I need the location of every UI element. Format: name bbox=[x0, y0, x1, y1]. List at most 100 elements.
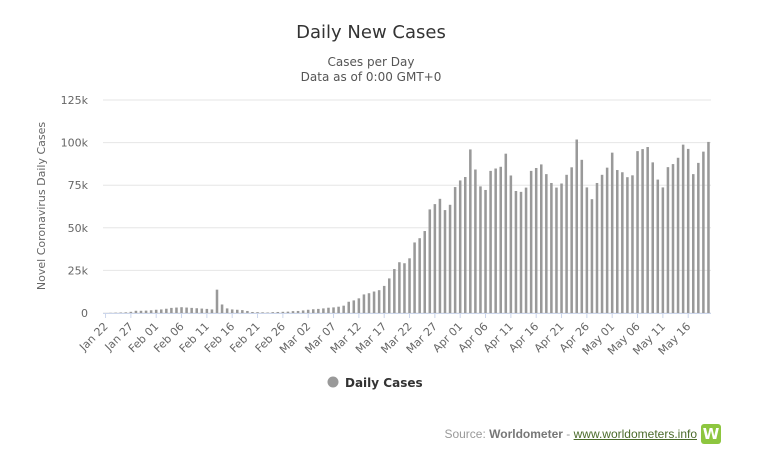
bar[interactable] bbox=[489, 170, 492, 313]
bar[interactable] bbox=[337, 306, 340, 313]
bar[interactable] bbox=[565, 174, 568, 313]
bar[interactable] bbox=[443, 210, 447, 313]
bar[interactable] bbox=[514, 190, 518, 313]
bar[interactable] bbox=[230, 309, 234, 313]
legend[interactable]: Daily Cases bbox=[327, 376, 423, 390]
bar[interactable] bbox=[301, 310, 305, 313]
bar[interactable] bbox=[175, 307, 178, 313]
bar[interactable] bbox=[676, 157, 680, 313]
bar[interactable] bbox=[312, 309, 315, 313]
bar[interactable] bbox=[347, 301, 350, 313]
bar[interactable] bbox=[165, 308, 168, 313]
bar[interactable] bbox=[529, 170, 533, 313]
bar[interactable] bbox=[210, 309, 214, 313]
bar[interactable] bbox=[661, 187, 665, 313]
bar[interactable] bbox=[134, 310, 138, 313]
bar[interactable] bbox=[550, 182, 553, 313]
bar[interactable] bbox=[560, 183, 563, 314]
legend-item-daily-cases[interactable]: Daily Cases bbox=[345, 376, 423, 390]
bar[interactable] bbox=[671, 164, 675, 313]
bar[interactable] bbox=[393, 269, 396, 313]
bar[interactable] bbox=[357, 298, 361, 313]
bar[interactable] bbox=[448, 204, 452, 313]
bar[interactable] bbox=[692, 174, 695, 313]
bar[interactable] bbox=[271, 312, 274, 313]
bar[interactable] bbox=[697, 162, 700, 313]
bar[interactable] bbox=[610, 152, 614, 313]
bar[interactable] bbox=[256, 312, 259, 313]
bar[interactable] bbox=[469, 149, 472, 313]
bar[interactable] bbox=[504, 153, 508, 313]
bar[interactable] bbox=[585, 187, 589, 313]
bar[interactable] bbox=[190, 307, 193, 313]
bar[interactable] bbox=[170, 307, 173, 313]
bar[interactable] bbox=[636, 151, 639, 313]
bar[interactable] bbox=[261, 312, 264, 313]
bar[interactable] bbox=[590, 199, 594, 313]
bar[interactable] bbox=[388, 278, 391, 313]
bar[interactable] bbox=[382, 285, 386, 313]
bar[interactable] bbox=[306, 309, 310, 313]
bar[interactable] bbox=[144, 310, 148, 313]
bar[interactable] bbox=[474, 169, 477, 313]
bar[interactable] bbox=[595, 182, 599, 313]
bar[interactable] bbox=[499, 166, 502, 313]
bar[interactable] bbox=[509, 175, 513, 313]
bar[interactable] bbox=[453, 187, 457, 313]
bar[interactable] bbox=[621, 172, 624, 313]
bar[interactable] bbox=[545, 174, 548, 313]
bar[interactable] bbox=[686, 148, 690, 313]
bar[interactable] bbox=[185, 307, 188, 313]
bar[interactable] bbox=[362, 294, 366, 313]
bar[interactable] bbox=[124, 312, 128, 313]
bar[interactable] bbox=[656, 179, 660, 313]
bar[interactable] bbox=[570, 167, 573, 313]
bar[interactable] bbox=[423, 231, 426, 313]
bar[interactable] bbox=[129, 311, 133, 313]
bar[interactable] bbox=[575, 139, 578, 313]
bar[interactable] bbox=[281, 311, 285, 313]
bar[interactable] bbox=[220, 304, 224, 313]
bar[interactable] bbox=[332, 307, 335, 313]
bar[interactable] bbox=[286, 311, 290, 313]
bar[interactable] bbox=[215, 289, 219, 313]
bar[interactable] bbox=[367, 293, 371, 313]
bar[interactable] bbox=[408, 258, 411, 313]
bar[interactable] bbox=[519, 191, 523, 313]
bar[interactable] bbox=[540, 164, 543, 313]
bar[interactable] bbox=[403, 263, 406, 313]
bar[interactable] bbox=[600, 174, 604, 313]
legend-marker[interactable] bbox=[327, 376, 339, 388]
bar[interactable] bbox=[266, 312, 269, 313]
bar[interactable] bbox=[534, 167, 538, 313]
bar[interactable] bbox=[154, 309, 158, 313]
bar[interactable] bbox=[276, 311, 280, 313]
bar[interactable] bbox=[413, 242, 416, 313]
bar[interactable] bbox=[631, 175, 634, 313]
bar[interactable] bbox=[418, 238, 421, 313]
worldometer-logo-icon[interactable]: W bbox=[701, 424, 721, 444]
bar[interactable] bbox=[149, 310, 153, 313]
bar[interactable] bbox=[372, 291, 376, 313]
bar[interactable] bbox=[139, 310, 143, 313]
bar[interactable] bbox=[651, 162, 654, 313]
bar[interactable] bbox=[484, 189, 487, 313]
bar[interactable] bbox=[641, 149, 644, 313]
bar[interactable] bbox=[494, 168, 497, 314]
bar[interactable] bbox=[119, 312, 122, 313]
bar[interactable] bbox=[458, 180, 462, 313]
bar[interactable] bbox=[666, 167, 670, 313]
bar[interactable] bbox=[555, 187, 558, 313]
bar[interactable] bbox=[317, 308, 320, 313]
bar[interactable] bbox=[296, 310, 300, 313]
bar[interactable] bbox=[428, 209, 432, 313]
bar[interactable] bbox=[616, 170, 619, 313]
bar[interactable] bbox=[160, 309, 163, 313]
bar[interactable] bbox=[464, 177, 467, 313]
bar[interactable] bbox=[479, 186, 482, 313]
bar[interactable] bbox=[438, 198, 442, 313]
bar[interactable] bbox=[707, 141, 710, 313]
bar[interactable] bbox=[342, 305, 345, 313]
bar[interactable] bbox=[225, 308, 229, 313]
bar[interactable] bbox=[322, 308, 325, 313]
